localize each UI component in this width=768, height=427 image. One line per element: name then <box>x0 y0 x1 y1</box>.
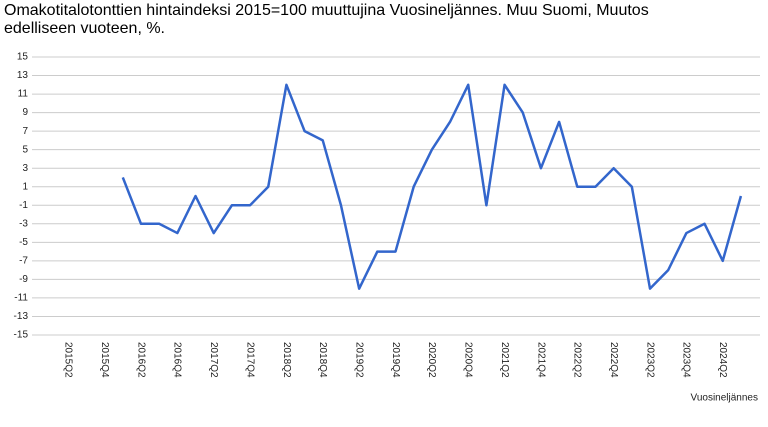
x-tick-label: 2021Q4 <box>535 342 546 378</box>
x-tick-label: 2019Q4 <box>390 342 401 378</box>
y-tick-label: -13 <box>14 311 29 322</box>
x-tick-label: 2023Q2 <box>644 342 655 378</box>
chart-title: Omakotitalotonttien hintaindeksi 2015=10… <box>4 2 649 37</box>
y-tick-label: -7 <box>19 256 28 267</box>
y-tick-label: 9 <box>22 107 28 118</box>
y-tick-label: -11 <box>14 293 28 304</box>
y-tick-label: 13 <box>17 70 29 81</box>
x-tick-label: 2017Q4 <box>244 342 255 378</box>
x-tick-label: 2020Q2 <box>426 342 437 378</box>
x-tick-label: 2019Q2 <box>354 342 365 378</box>
y-tick-label: 1 <box>22 181 28 192</box>
y-tick-label: -9 <box>19 274 28 285</box>
x-tick-label: 2015Q2 <box>63 342 74 378</box>
y-tick-label: 3 <box>22 163 28 174</box>
y-tick-label: 5 <box>22 144 28 155</box>
y-tick-label: -1 <box>19 200 28 211</box>
line-series <box>121 83 743 290</box>
y-tick-label: -5 <box>19 237 28 248</box>
x-tick-label: 2022Q2 <box>572 342 583 378</box>
x-tick-label: 2022Q4 <box>608 342 619 378</box>
x-tick-label: 2024Q2 <box>717 342 728 378</box>
x-tick-label: 2021Q2 <box>499 342 510 378</box>
x-tick-label: 2018Q2 <box>281 342 292 378</box>
y-tick-label: 11 <box>18 89 29 100</box>
y-tick-label: -3 <box>19 218 28 229</box>
x-tick-label: 2023Q4 <box>681 342 692 378</box>
x-tick-label: 2016Q2 <box>135 342 146 378</box>
x-tick-label: 2020Q4 <box>463 342 474 378</box>
y-tick-label: 7 <box>22 126 28 137</box>
y-tick-label: -15 <box>14 330 29 341</box>
x-axis-label: Vuosineljännes <box>691 393 758 404</box>
x-tick-label: 2017Q2 <box>208 342 219 378</box>
x-tick-label: 2016Q4 <box>172 342 183 378</box>
y-tick-label: 15 <box>17 52 29 63</box>
x-tick-label: 2018Q4 <box>317 342 328 378</box>
x-tick-label: 2015Q4 <box>99 342 110 378</box>
